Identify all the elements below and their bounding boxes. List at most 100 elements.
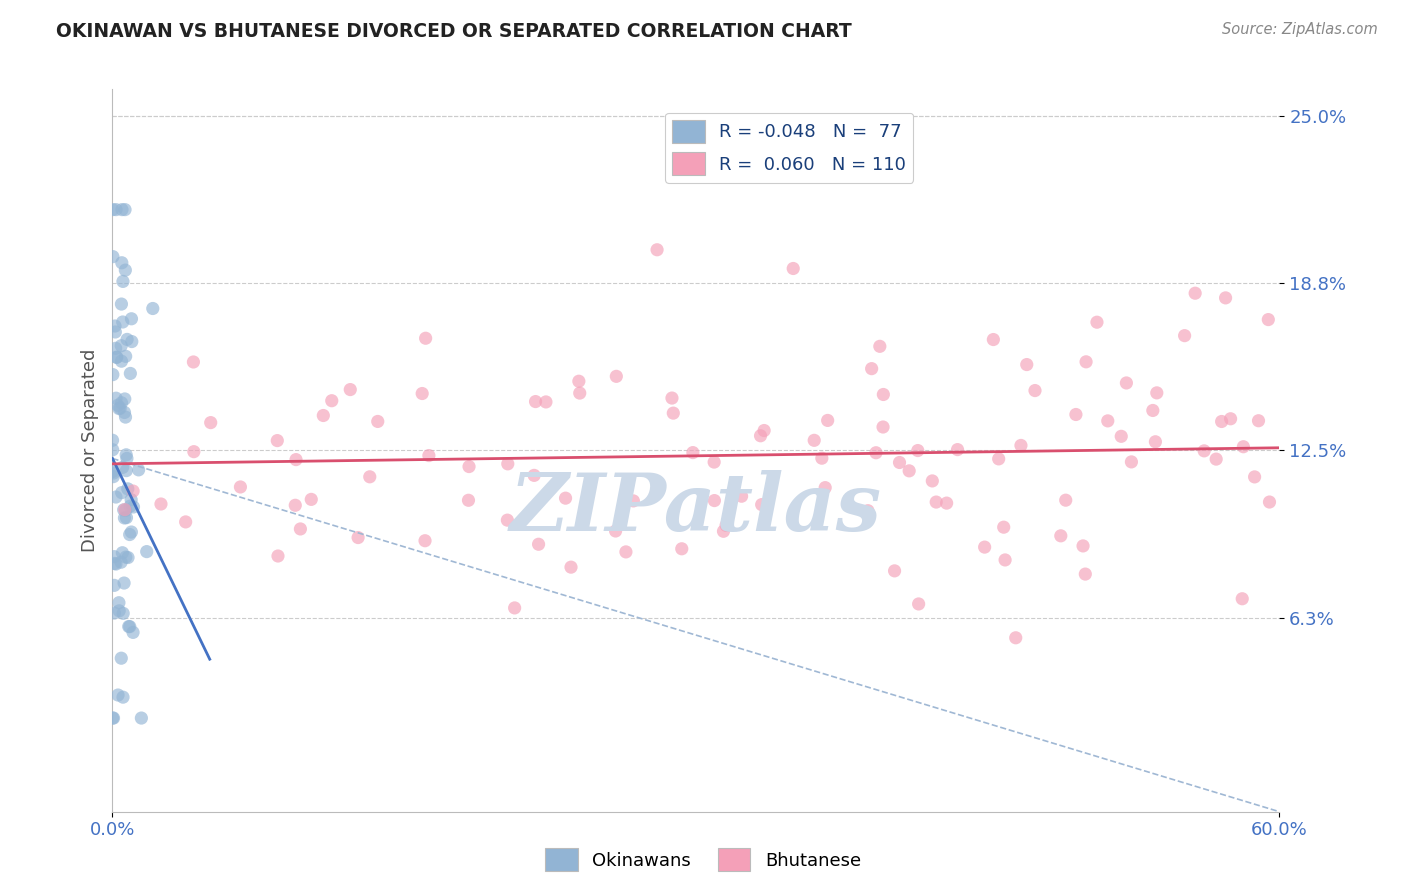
Point xyxy=(105,391,128,405)
Point xyxy=(312,409,335,423)
Point xyxy=(128,463,150,477)
Point xyxy=(107,398,129,412)
Point xyxy=(752,424,775,438)
Point xyxy=(347,531,370,545)
Point xyxy=(115,333,138,347)
Point xyxy=(534,395,557,409)
Point xyxy=(703,455,725,469)
Point xyxy=(108,604,131,618)
Point xyxy=(1074,567,1097,582)
Point xyxy=(107,688,129,702)
Point xyxy=(174,515,197,529)
Point xyxy=(111,546,134,560)
Point xyxy=(101,434,124,448)
Point xyxy=(183,355,205,369)
Point xyxy=(1071,539,1094,553)
Point xyxy=(1219,411,1241,425)
Point xyxy=(671,541,693,556)
Point xyxy=(111,460,134,475)
Point xyxy=(120,524,142,539)
Point xyxy=(108,596,131,610)
Point xyxy=(883,564,905,578)
Point xyxy=(872,420,894,434)
Point xyxy=(266,434,288,448)
Point xyxy=(872,387,894,401)
Point xyxy=(993,520,1015,534)
Point xyxy=(285,452,308,467)
Point xyxy=(856,504,879,518)
Point xyxy=(104,325,127,339)
Point xyxy=(103,469,125,483)
Point xyxy=(811,451,834,466)
Point xyxy=(367,414,389,428)
Point xyxy=(110,401,132,416)
Point xyxy=(1064,408,1087,422)
Point xyxy=(496,513,519,527)
Point xyxy=(1174,328,1197,343)
Point xyxy=(1015,358,1038,372)
Point xyxy=(865,446,887,460)
Point xyxy=(117,550,139,565)
Y-axis label: Divorced or Separated: Divorced or Separated xyxy=(80,349,98,552)
Point xyxy=(413,533,436,548)
Point xyxy=(115,448,138,462)
Point xyxy=(339,383,361,397)
Point xyxy=(496,457,519,471)
Point xyxy=(118,619,141,633)
Point xyxy=(1232,440,1254,454)
Point xyxy=(714,518,737,533)
Point xyxy=(122,484,145,499)
Point xyxy=(621,494,644,508)
Text: ZIPatlas: ZIPatlas xyxy=(510,469,882,547)
Point xyxy=(983,333,1005,347)
Point xyxy=(605,524,627,538)
Point xyxy=(921,474,943,488)
Point xyxy=(115,464,138,478)
Point xyxy=(114,392,136,406)
Point xyxy=(103,606,125,620)
Point xyxy=(987,451,1010,466)
Point xyxy=(458,459,481,474)
Point xyxy=(359,470,381,484)
Text: Source: ZipAtlas.com: Source: ZipAtlas.com xyxy=(1222,22,1378,37)
Point xyxy=(1215,291,1237,305)
Point xyxy=(267,549,290,563)
Point xyxy=(114,550,136,565)
Point xyxy=(112,503,135,517)
Point xyxy=(111,256,134,270)
Point xyxy=(111,485,134,500)
Legend: R = -0.048   N =  77, R =  0.060   N = 110: R = -0.048 N = 77, R = 0.060 N = 110 xyxy=(665,112,914,183)
Point xyxy=(103,549,125,564)
Point xyxy=(1115,376,1137,390)
Point xyxy=(713,524,735,539)
Point xyxy=(1085,315,1108,329)
Point xyxy=(1146,385,1168,400)
Point xyxy=(122,500,145,514)
Point xyxy=(1010,438,1032,452)
Point xyxy=(200,416,222,430)
Point xyxy=(749,429,772,443)
Point xyxy=(105,350,128,364)
Point xyxy=(120,367,142,381)
Point xyxy=(183,444,205,458)
Point xyxy=(114,503,136,517)
Point xyxy=(524,394,547,409)
Point xyxy=(418,449,440,463)
Point xyxy=(860,361,883,376)
Point xyxy=(112,690,135,705)
Point xyxy=(131,711,153,725)
Point xyxy=(111,274,134,288)
Point xyxy=(1205,452,1227,467)
Point xyxy=(108,401,131,416)
Point xyxy=(103,578,125,592)
Point xyxy=(935,496,957,510)
Point xyxy=(110,396,132,410)
Point xyxy=(614,545,637,559)
Point xyxy=(925,495,948,509)
Point xyxy=(645,243,668,257)
Point xyxy=(112,576,135,591)
Point xyxy=(568,386,591,401)
Point xyxy=(115,510,138,524)
Point xyxy=(290,522,312,536)
Point xyxy=(527,537,550,551)
